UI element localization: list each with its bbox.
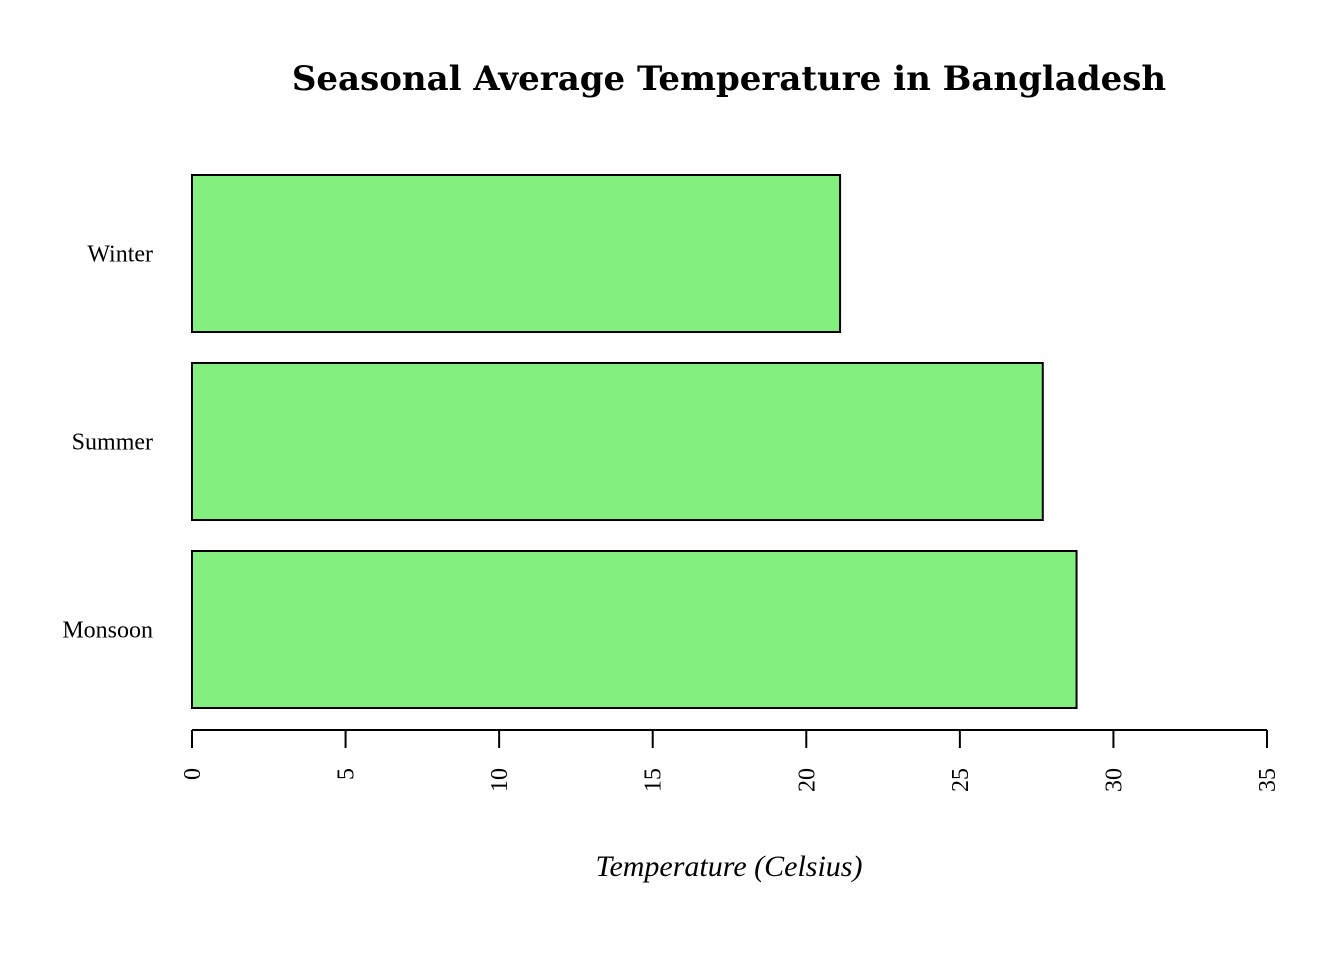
x-tick-label-5: 5: [334, 768, 360, 780]
x-tick-label-25: 25: [948, 768, 974, 792]
category-label-monsoon: Monsoon: [62, 618, 153, 644]
x-tick-label-0: 0: [180, 768, 206, 780]
x-tick-label-35: 35: [1255, 768, 1281, 792]
bar-summer: [191, 362, 1044, 521]
category-labels: Winter Summer Monsoon: [62, 242, 153, 644]
bar-monsoon: [191, 550, 1078, 709]
category-label-winter: Winter: [87, 242, 153, 268]
category-label-summer: Summer: [72, 430, 153, 456]
x-axis-title: Temperature (Celsius): [596, 850, 863, 883]
x-tick-label-10: 10: [487, 768, 513, 792]
bars-group: [191, 174, 1078, 709]
x-tick-label-20: 20: [794, 768, 820, 792]
x-tick-label-30: 30: [1101, 768, 1127, 792]
x-tick-label-15: 15: [641, 768, 667, 792]
chart-title: Seasonal Average Temperature in Banglade…: [292, 59, 1166, 99]
bar-winter: [191, 174, 842, 333]
x-axis-ticks: 0 5 10 15 20 25 30 35: [180, 730, 1281, 792]
